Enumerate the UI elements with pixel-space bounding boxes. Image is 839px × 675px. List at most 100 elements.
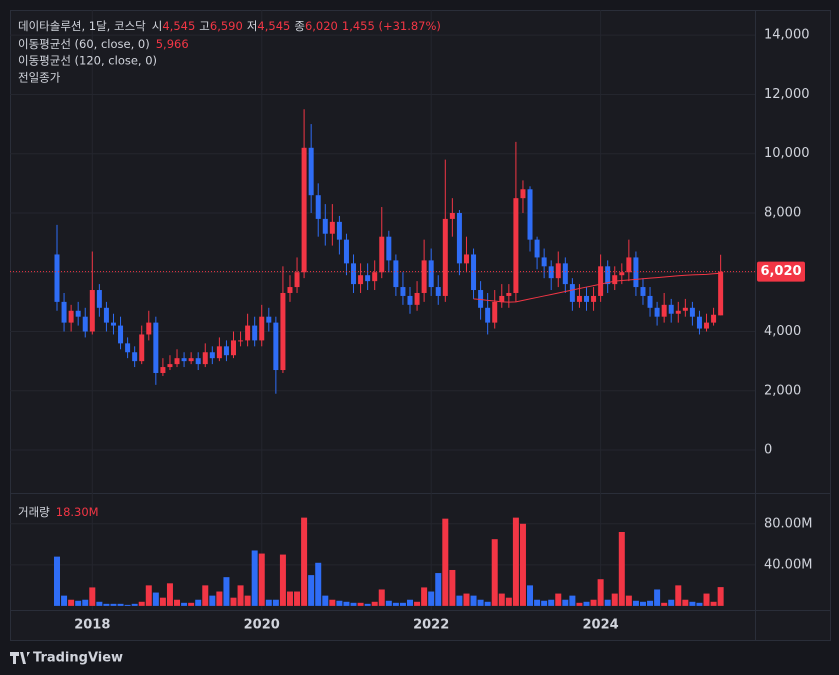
candle-body bbox=[393, 260, 399, 288]
volume-title: 거래량 bbox=[18, 505, 50, 519]
candle-body bbox=[689, 307, 695, 317]
volume-bar bbox=[188, 602, 195, 606]
candle-body bbox=[216, 346, 222, 359]
candle-body bbox=[711, 314, 717, 323]
candle-body bbox=[125, 343, 131, 353]
candle-body bbox=[661, 304, 667, 317]
candle-body bbox=[633, 257, 639, 288]
volume-bar bbox=[286, 591, 293, 606]
volume-bar bbox=[710, 601, 717, 606]
candle-body bbox=[718, 271, 724, 316]
volume-bar bbox=[639, 601, 646, 606]
high-value: 6,590 bbox=[210, 19, 243, 33]
candle-body bbox=[231, 340, 236, 356]
volume-bar bbox=[519, 523, 526, 606]
y-tick-label: 40.00M bbox=[764, 557, 812, 572]
candle-body bbox=[598, 266, 604, 296]
candle-body bbox=[174, 358, 180, 365]
volume-bar bbox=[181, 602, 188, 606]
candle-body bbox=[202, 352, 208, 365]
x-tick-label: 2022 bbox=[413, 618, 449, 633]
volume-bar bbox=[209, 595, 216, 606]
volume-bar bbox=[244, 595, 251, 606]
volume-bar bbox=[534, 599, 541, 606]
volume-bar bbox=[618, 532, 625, 606]
volume-bar bbox=[159, 597, 166, 606]
candle-body bbox=[640, 287, 646, 296]
ma60-name: 이동평균선 (60, close, 0) bbox=[18, 37, 150, 51]
volume-bar bbox=[625, 595, 632, 606]
volume-bar bbox=[258, 553, 265, 606]
volume-bar bbox=[611, 593, 618, 606]
volume-bar bbox=[470, 595, 477, 606]
candle-body bbox=[562, 263, 568, 285]
volume-bar bbox=[668, 599, 675, 606]
volume-bar bbox=[89, 587, 96, 606]
candle-body bbox=[322, 218, 328, 234]
candle-body bbox=[89, 290, 95, 332]
candle-body bbox=[351, 263, 357, 285]
candle-body bbox=[414, 292, 420, 305]
volume-bar bbox=[597, 579, 604, 606]
candle-body bbox=[315, 195, 321, 219]
candle-body bbox=[591, 295, 597, 302]
candle-body bbox=[696, 316, 702, 329]
candle-body bbox=[96, 290, 102, 308]
volume-bar bbox=[484, 601, 491, 606]
volume-bar bbox=[294, 591, 301, 606]
x-tick-label: 2024 bbox=[583, 618, 619, 633]
candle-body bbox=[358, 275, 364, 285]
candle-body bbox=[195, 358, 201, 365]
candle-body bbox=[266, 316, 272, 323]
candle-body bbox=[245, 325, 251, 341]
candle-body bbox=[118, 325, 124, 344]
volume-bar bbox=[604, 599, 611, 606]
volume-bar bbox=[477, 599, 484, 606]
candle-body bbox=[273, 322, 279, 371]
candle-body bbox=[336, 221, 342, 240]
volume-bar bbox=[216, 591, 223, 606]
candle-body bbox=[139, 334, 145, 362]
volume-bar bbox=[562, 599, 569, 606]
legend-volume: 거래량 18.30M bbox=[18, 505, 99, 519]
candle-body bbox=[223, 346, 229, 356]
candle-body bbox=[513, 198, 519, 293]
volume-bar bbox=[647, 600, 654, 606]
y-tick-label: 8,000 bbox=[764, 205, 801, 220]
volume-bar bbox=[378, 589, 385, 606]
volume-bar bbox=[329, 599, 336, 606]
volume-bar bbox=[527, 585, 534, 606]
volume-bar bbox=[357, 602, 364, 606]
candle-body bbox=[541, 257, 547, 267]
volume-bar bbox=[265, 599, 272, 606]
candle-body bbox=[520, 189, 526, 199]
volume-bar bbox=[202, 585, 209, 606]
symbol: 데이타솔루션, 1달, 코스닥 bbox=[18, 19, 146, 33]
volume-bar bbox=[407, 599, 413, 606]
candle-body bbox=[280, 292, 286, 371]
volume-bar bbox=[82, 599, 89, 606]
legend-ma120: 이동평균선 (120, close, 0) bbox=[18, 54, 157, 68]
candle-body bbox=[372, 272, 378, 282]
last-price-box bbox=[757, 261, 805, 282]
volume-bar bbox=[251, 550, 258, 606]
candle-body bbox=[188, 358, 194, 362]
volume-bar bbox=[703, 593, 710, 606]
y-tick-label: 2,000 bbox=[764, 383, 801, 398]
candle-body bbox=[259, 316, 265, 341]
ma60-value: 5,966 bbox=[156, 37, 189, 51]
change: 1,455 (+31.87%) bbox=[342, 19, 441, 33]
volume-bar bbox=[682, 599, 689, 606]
volume-bar bbox=[576, 602, 583, 606]
candle-body bbox=[478, 290, 484, 308]
volume-bar bbox=[61, 595, 68, 606]
candle-body bbox=[132, 352, 138, 362]
candle-body bbox=[619, 272, 625, 276]
volume-bar bbox=[491, 539, 498, 606]
y-tick-label: 0 bbox=[764, 443, 772, 458]
volume-bar bbox=[696, 602, 703, 606]
volume-bar bbox=[364, 603, 371, 606]
candle-body bbox=[555, 263, 561, 279]
volume-bar bbox=[131, 603, 138, 606]
